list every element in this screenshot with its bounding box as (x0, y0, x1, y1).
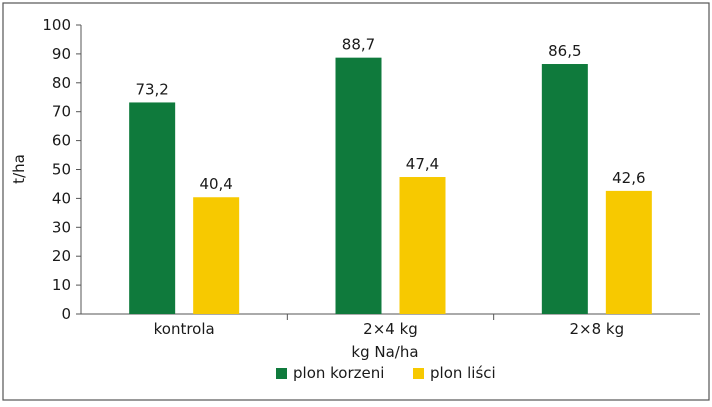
y-tick-label: 40 (52, 189, 71, 207)
data-label: 40,4 (199, 175, 232, 193)
y-tick-label: 80 (52, 74, 71, 92)
bar (193, 197, 240, 314)
legend-label: plon liści (430, 364, 496, 382)
bars (129, 57, 652, 315)
y-tick-label: 50 (52, 161, 71, 179)
x-axis: kontrola 2×4 kg 2×8 kg (81, 313, 700, 338)
legend: plon korzeni plon liści (276, 364, 496, 382)
bar (605, 190, 652, 314)
y-axis-title: t/ha (10, 154, 28, 184)
y-tick-label: 20 (52, 247, 71, 265)
y-tick-label: 90 (52, 45, 71, 63)
y-tick-label: 100 (42, 16, 71, 34)
y-tick-label: 10 (52, 276, 71, 294)
x-axis-title: kg Na/ha (351, 343, 418, 361)
y-tick-label: 60 (52, 132, 71, 150)
data-label: 88,7 (342, 36, 375, 54)
data-label: 73,2 (135, 80, 168, 98)
x-tick-label: kontrola (154, 320, 215, 338)
y-tick-label: 70 (52, 103, 71, 121)
x-tick-label: 2×8 kg (570, 320, 625, 338)
y-axis: 0 10 20 30 40 50 60 70 80 90 100 (42, 16, 82, 323)
legend-swatch (276, 368, 287, 379)
legend-swatch (413, 368, 424, 379)
bar (399, 177, 446, 314)
data-label: 47,4 (406, 155, 439, 173)
x-tick-label: 2×4 kg (363, 320, 418, 338)
legend-label: plon korzeni (293, 364, 384, 382)
data-label: 86,5 (548, 42, 581, 60)
y-tick-label: 30 (52, 218, 71, 236)
bar (129, 102, 176, 315)
data-labels: 73,2 40,4 88,7 47,4 86,5 42,6 (135, 36, 645, 194)
data-label: 42,6 (612, 169, 645, 187)
y-tick-label: 0 (61, 305, 71, 323)
bar (335, 57, 382, 314)
bar (541, 64, 588, 314)
